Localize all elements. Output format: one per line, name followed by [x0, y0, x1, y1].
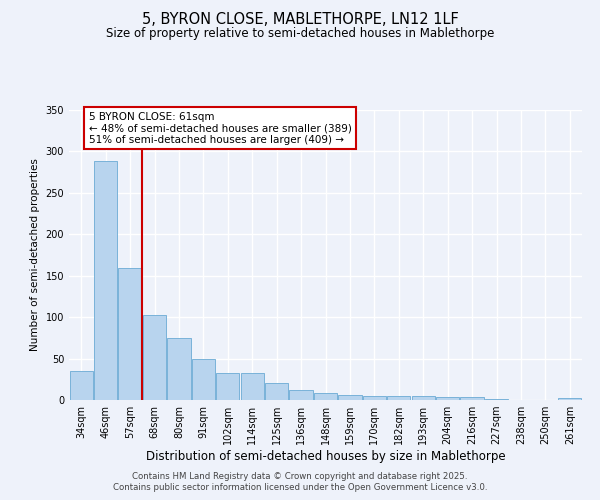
Bar	[289, 390, 313, 400]
Bar	[363, 396, 386, 400]
Bar	[192, 358, 215, 400]
Bar	[118, 268, 142, 400]
Bar	[265, 382, 288, 400]
Text: 5 BYRON CLOSE: 61sqm
← 48% of semi-detached houses are smaller (389)
51% of semi: 5 BYRON CLOSE: 61sqm ← 48% of semi-detac…	[89, 112, 352, 145]
Bar	[485, 399, 508, 400]
Bar	[143, 314, 166, 400]
Bar	[314, 392, 337, 400]
Bar	[94, 160, 117, 400]
Y-axis label: Number of semi-detached properties: Number of semi-detached properties	[30, 158, 40, 352]
Text: Contains HM Land Registry data © Crown copyright and database right 2025.: Contains HM Land Registry data © Crown c…	[132, 472, 468, 481]
Text: 5, BYRON CLOSE, MABLETHORPE, LN12 1LF: 5, BYRON CLOSE, MABLETHORPE, LN12 1LF	[142, 12, 458, 28]
Bar	[558, 398, 581, 400]
Bar	[216, 372, 239, 400]
Bar	[436, 396, 459, 400]
Bar	[412, 396, 435, 400]
Bar	[387, 396, 410, 400]
Bar	[241, 372, 264, 400]
Bar	[460, 396, 484, 400]
Bar	[338, 395, 362, 400]
Text: Contains public sector information licensed under the Open Government Licence v3: Contains public sector information licen…	[113, 484, 487, 492]
Bar	[70, 371, 93, 400]
Bar	[167, 338, 191, 400]
Text: Size of property relative to semi-detached houses in Mablethorpe: Size of property relative to semi-detach…	[106, 28, 494, 40]
X-axis label: Distribution of semi-detached houses by size in Mablethorpe: Distribution of semi-detached houses by …	[146, 450, 505, 463]
